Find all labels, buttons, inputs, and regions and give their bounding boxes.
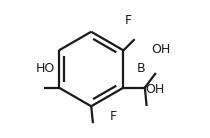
Text: F: F: [110, 110, 117, 123]
Text: F: F: [124, 14, 131, 26]
Text: HO: HO: [36, 63, 55, 75]
Text: B: B: [136, 63, 145, 75]
Text: OH: OH: [152, 43, 171, 56]
Text: OH: OH: [145, 83, 164, 96]
